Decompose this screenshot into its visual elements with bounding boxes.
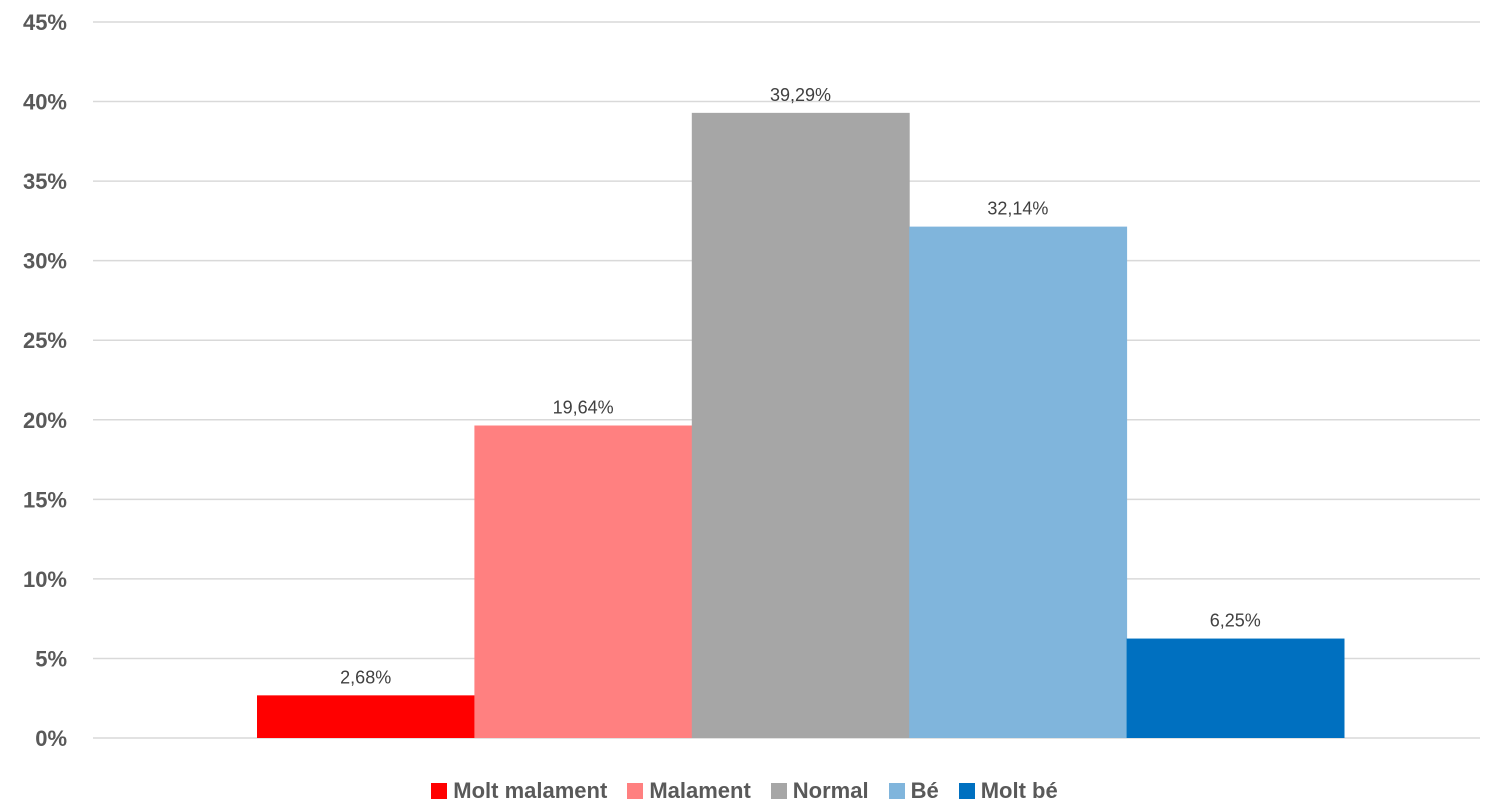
legend-item: Molt bé [958, 778, 1058, 804]
legend: Molt malament Malament Normal Bé Molt bé [0, 778, 1489, 804]
y-tick-label: 35% [23, 169, 67, 194]
bars [257, 112, 1345, 739]
bar [474, 425, 693, 738]
y-tick-label: 45% [23, 10, 67, 35]
y-tick-label: 25% [23, 328, 67, 353]
data-labels: 2,68% 19,64% 39,29% 32,14% 6,25% [340, 85, 1261, 688]
data-label: 2,68% [340, 667, 391, 687]
data-label: 39,29% [770, 85, 831, 105]
bar-chart: 0% 5% 10% 15% 20% 25% 30% 35% 40% 45% 2,68% 19,64%… [23, 10, 1480, 751]
data-label: 6,25% [1210, 611, 1261, 631]
legend-label: Molt bé [980, 778, 1058, 803]
bar [257, 695, 475, 738]
data-label: 19,64% [553, 398, 614, 418]
data-label: 32,14% [987, 199, 1048, 219]
legend-swatch [888, 783, 905, 799]
bar [691, 112, 910, 739]
y-tick-label: 20% [23, 408, 67, 433]
legend-swatch [627, 783, 644, 799]
legend-item: Malament [627, 778, 751, 804]
legend-swatch [431, 783, 448, 799]
legend-label: Normal [792, 778, 869, 803]
bar [1126, 638, 1345, 738]
legend-swatch [770, 783, 787, 799]
y-tick-label: 30% [23, 249, 67, 274]
y-tick-label: 10% [23, 567, 67, 592]
legend-swatch [958, 783, 975, 799]
legend-item: Normal [770, 778, 869, 804]
bar [909, 226, 1128, 738]
legend-item: Molt malament [431, 778, 607, 804]
y-tick-label: 0% [35, 726, 67, 751]
y-tick-label: 40% [23, 90, 67, 115]
legend-label: Bé [910, 778, 939, 803]
legend-item: Bé [888, 778, 939, 804]
y-tick-label: 5% [35, 646, 67, 671]
legend-label: Malament [649, 778, 751, 803]
legend-label: Molt malament [453, 778, 608, 803]
y-tick-label: 15% [23, 487, 67, 512]
y-axis: 0% 5% 10% 15% 20% 25% 30% 35% 40% 45% [23, 10, 67, 751]
